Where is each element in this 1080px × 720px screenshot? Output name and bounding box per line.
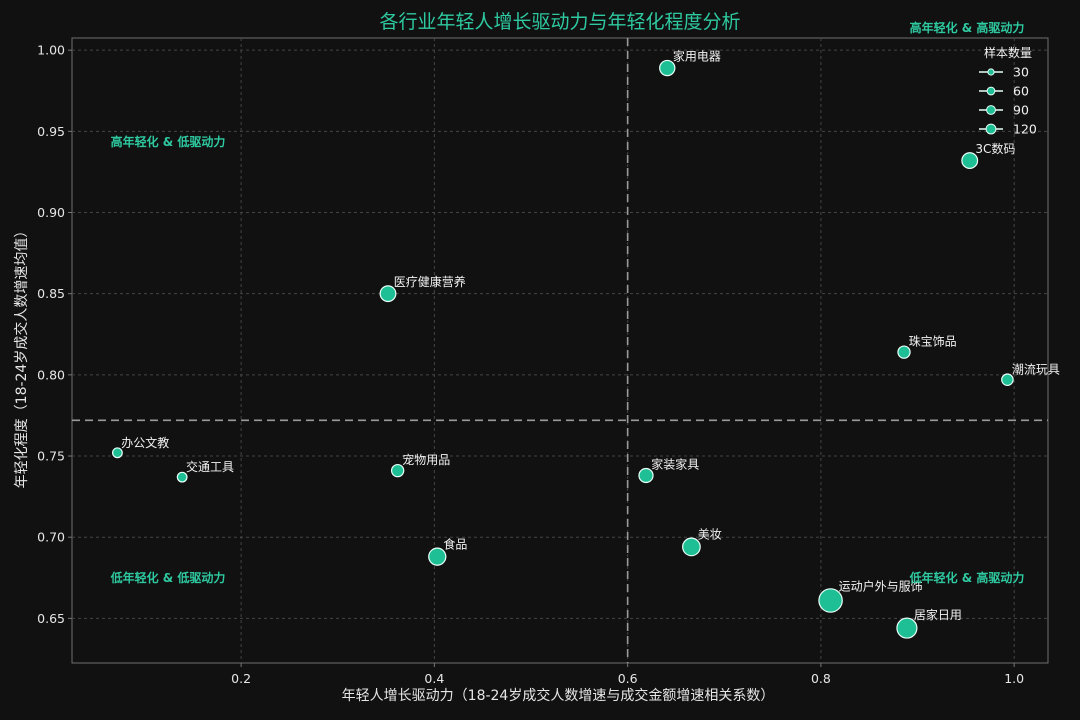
quadrant-label-top-left: 高年轻化 & 低驱动力 xyxy=(111,134,226,149)
legend-marker xyxy=(986,105,996,115)
point-label: 食品 xyxy=(443,537,467,552)
point-label: 潮流玩具 xyxy=(1012,361,1060,376)
x-axis-label: 年轻人增长驱动力（18-24岁成交人数增速与成交金额增速相关系数） xyxy=(342,687,775,704)
chart-title: 各行业年轻人增长驱动力与年轻化程度分析 xyxy=(379,11,740,33)
data-point xyxy=(428,547,447,566)
data-point xyxy=(111,447,123,459)
data-point xyxy=(390,463,405,478)
point-label: 珠宝饰品 xyxy=(909,334,957,348)
data-points xyxy=(111,59,1014,639)
data-point xyxy=(638,467,654,484)
quadrant-label-bottom-right: 低年轻化 & 高驱动力 xyxy=(909,570,1025,585)
quadrant-label-top-right: 高年轻化 & 高驱动力 xyxy=(910,20,1025,35)
legend-title: 样本数量 xyxy=(984,45,1032,60)
data-point xyxy=(659,59,676,77)
legend-marker xyxy=(987,68,995,76)
y-tick-label: 0.70 xyxy=(37,530,65,545)
point-label: 美妆 xyxy=(698,528,722,542)
data-point xyxy=(176,471,188,483)
legend-marker xyxy=(986,86,996,96)
plot-area xyxy=(71,37,1049,664)
point-label: 运动户外与服饰 xyxy=(839,579,923,594)
reference-lines xyxy=(72,38,1048,663)
legend-marker xyxy=(985,123,997,135)
point-label: 居家日用 xyxy=(914,607,962,622)
point-label: 交通工具 xyxy=(186,459,234,474)
quadrant-label-bottom-left: 低年轻化 & 低驱动力 xyxy=(110,570,226,585)
legend-label: 60 xyxy=(1013,84,1029,99)
y-tick-label: 0.80 xyxy=(37,367,65,382)
legend-label: 120 xyxy=(1013,122,1037,137)
data-point xyxy=(897,345,911,359)
y-tick-label: 0.90 xyxy=(37,205,65,220)
point-label: 家装家具 xyxy=(651,456,699,471)
x-tick-label: 0.4 xyxy=(424,671,444,686)
legend: 样本数量 30 60 90 120 xyxy=(979,45,1037,137)
data-point xyxy=(818,588,843,613)
legend-label: 30 xyxy=(1013,65,1029,80)
y-axis-label: 年轻化程度（18-24岁成交人数增速均值） xyxy=(13,224,30,489)
y-tick-label: 0.65 xyxy=(37,611,65,626)
point-label: 家用电器 xyxy=(673,48,721,63)
x-tick-label: 0.6 xyxy=(618,671,638,686)
data-point xyxy=(896,617,918,639)
y-tick-label: 1.00 xyxy=(37,43,65,58)
x-tick-label: 0.2 xyxy=(231,671,251,686)
y-tick-label: 0.85 xyxy=(37,286,65,301)
point-label: 3C数码 xyxy=(975,141,1015,156)
data-point xyxy=(1001,373,1014,387)
point-label: 办公文教 xyxy=(121,435,169,450)
point-label: 宠物用品 xyxy=(402,452,450,467)
y-tick-label: 0.95 xyxy=(37,124,65,139)
y-axis-ticks: 0.65 0.70 0.75 0.80 0.85 0.90 0.95 1.00 xyxy=(37,43,72,626)
x-tick-label: 1.0 xyxy=(1004,671,1024,686)
legend-label: 90 xyxy=(1013,103,1029,118)
grid-lines xyxy=(72,38,1048,663)
data-point xyxy=(379,285,397,303)
data-point xyxy=(682,537,701,557)
data-point xyxy=(961,152,979,170)
x-axis-ticks: 0.2 0.4 0.6 0.8 1.0 xyxy=(231,663,1024,686)
x-tick-label: 0.8 xyxy=(811,671,831,686)
point-label: 医疗健康营养 xyxy=(394,274,466,289)
y-tick-label: 0.75 xyxy=(37,449,65,464)
